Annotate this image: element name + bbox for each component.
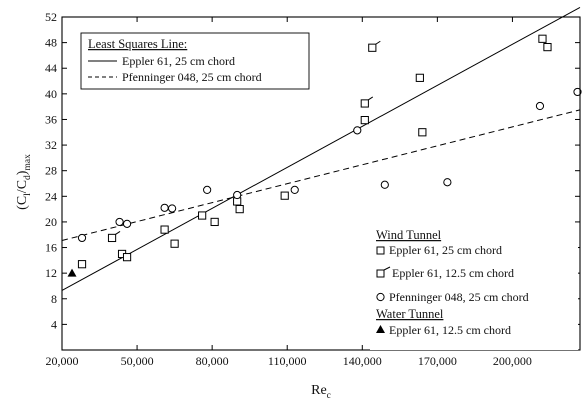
data-point-square bbox=[415, 73, 424, 82]
markers-legend: Wind Tunnel Eppler 61, 25 cm chord Epple… bbox=[370, 224, 578, 350]
legend-solid-line-label: Eppler 61, 25 cm chord bbox=[122, 54, 235, 68]
y-axis-label: (Cl/Cd)max bbox=[15, 154, 33, 210]
data-point-square bbox=[280, 191, 289, 200]
fit-lines bbox=[61, 6, 581, 291]
pfenninger-fit-line bbox=[61, 109, 581, 241]
legend-square-label: Eppler 61, 25 cm chord bbox=[389, 243, 502, 257]
y-tick-label: 52 bbox=[45, 10, 57, 24]
y-tick-label: 12 bbox=[45, 266, 57, 280]
data-point-tick bbox=[368, 96, 374, 101]
legend-square-tick-marker bbox=[376, 269, 385, 278]
y-label-end: ) bbox=[15, 170, 30, 175]
y-tick-label: 8 bbox=[51, 292, 57, 306]
legend-square-tick-mark bbox=[383, 266, 391, 271]
x-tick-label: 80,000 bbox=[196, 354, 229, 368]
data-point-circle bbox=[573, 87, 582, 97]
data-point-square bbox=[543, 42, 552, 52]
y-tick-label: 36 bbox=[45, 112, 57, 126]
y-label-main: (C bbox=[15, 196, 30, 210]
data-point-circle bbox=[160, 203, 169, 212]
lines-legend: Least Squares Line: Eppler 61, 25 cm cho… bbox=[80, 32, 310, 90]
y-tick-label: 32 bbox=[45, 138, 57, 152]
data-point-square-tick bbox=[107, 233, 117, 243]
markers-legend-box bbox=[370, 224, 578, 350]
data-point-triangle bbox=[67, 268, 77, 277]
y-tick-label: 24 bbox=[45, 189, 57, 203]
data-point-square bbox=[122, 253, 132, 262]
x-tick-label: 140,000 bbox=[343, 354, 382, 368]
data-point-square bbox=[538, 34, 547, 43]
y-tick-label: 4 bbox=[51, 317, 57, 331]
x-tick-label: 200,000 bbox=[493, 354, 532, 368]
legend-circle-marker bbox=[376, 292, 385, 302]
x-tick-label: 110,000 bbox=[268, 354, 307, 368]
y-tick-label: 16 bbox=[45, 241, 57, 255]
data-point-tick bbox=[115, 231, 121, 235]
x-label-main: Re bbox=[311, 383, 327, 398]
data-point-square bbox=[170, 239, 179, 248]
x-tick-label: 20,000 bbox=[46, 354, 79, 368]
y-label-sub-l: l bbox=[23, 193, 33, 196]
y-label-mid: /C bbox=[15, 180, 30, 193]
legend-triangle-label: Eppler 61, 12.5 cm chord bbox=[389, 323, 511, 337]
data-point-square bbox=[160, 225, 169, 234]
lines-legend-box bbox=[80, 32, 310, 90]
data-point-square bbox=[210, 217, 219, 227]
data-point-circle bbox=[233, 190, 242, 200]
data-point-circle bbox=[115, 217, 124, 227]
legend-square-marker bbox=[376, 246, 385, 255]
wind-tunnel-heading: Wind Tunnel bbox=[376, 228, 442, 242]
legend-circle-label: Pfenninger 048, 25 cm chord bbox=[389, 290, 529, 304]
data-points bbox=[67, 34, 582, 277]
data-point-circle bbox=[122, 219, 132, 228]
data-point-square bbox=[360, 116, 369, 125]
y-tick-label: 40 bbox=[45, 87, 57, 101]
data-point-circle bbox=[290, 185, 299, 195]
y-label-sub-d: d bbox=[23, 175, 33, 180]
x-axis-label: Rec bbox=[311, 383, 331, 401]
y-tick-label: 44 bbox=[45, 61, 57, 75]
data-point-circle bbox=[380, 180, 389, 189]
legend-triangle-marker bbox=[376, 325, 385, 333]
water-tunnel-heading: Water Tunnel bbox=[376, 307, 444, 321]
lines-legend-title: Least Squares Line: bbox=[88, 37, 187, 51]
y-tick-label: 28 bbox=[45, 164, 57, 178]
x-label-sub: c bbox=[327, 391, 331, 401]
data-point-circle bbox=[353, 126, 362, 135]
data-point-circle bbox=[535, 101, 545, 111]
y-tick-label: 48 bbox=[45, 36, 57, 50]
data-point-circle bbox=[168, 204, 177, 213]
data-point-square bbox=[77, 260, 87, 269]
data-point-tick bbox=[375, 40, 381, 45]
data-point-square-tick bbox=[368, 43, 377, 52]
eppler-fit-line bbox=[61, 6, 581, 291]
legend-square-tick-label: Eppler 61, 12.5 cm chord bbox=[392, 266, 514, 280]
data-point-circle bbox=[203, 185, 212, 195]
data-point-square bbox=[235, 205, 244, 214]
data-point-circle bbox=[77, 233, 87, 243]
data-point-square bbox=[198, 211, 207, 220]
data-point-circle bbox=[443, 178, 452, 187]
data-point-square bbox=[418, 128, 427, 137]
plot-frame bbox=[61, 16, 581, 351]
x-tick-label: 170,000 bbox=[418, 354, 457, 368]
x-tick-label: 50,000 bbox=[121, 354, 154, 368]
y-label-sub-max: max bbox=[23, 154, 33, 171]
y-tick-label: 20 bbox=[45, 215, 57, 229]
legend-dashed-line-label: Pfenninger 048, 25 cm chord bbox=[122, 70, 262, 84]
data-point-square-tick bbox=[360, 99, 369, 108]
